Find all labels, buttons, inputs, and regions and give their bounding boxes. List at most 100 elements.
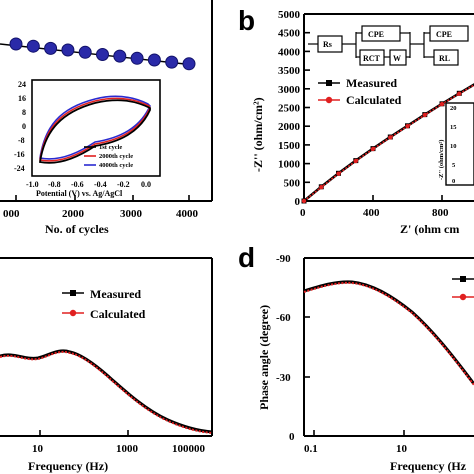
panel-b-xlabel: Z' (ohm cm	[400, 222, 459, 236]
b-inset-ytick-0: 20	[450, 105, 457, 112]
inset-xtick-5: 0.0	[141, 180, 151, 189]
panel-b-ytick-label: 3000	[278, 84, 301, 96]
panel-a-point	[61, 43, 75, 57]
legend-calculated-marker	[325, 96, 333, 104]
panel-b-point-calculated	[353, 158, 358, 164]
panel-b-ytick-label: 4000	[278, 46, 301, 58]
inset-ytick-0: 24	[18, 80, 26, 89]
inset-xtick-2: -0.6	[71, 180, 84, 189]
panel-d-ytick-0: -90	[276, 253, 291, 265]
panel-d: d -90 -60 -30 0 0.1 10 Frequency (Hz Pha…	[238, 242, 474, 473]
panel-a-point	[182, 57, 196, 71]
inset-legend-2: 2000th cycle	[99, 153, 133, 160]
panel-b-point-calculated	[336, 171, 341, 176]
panel-a-xtick-3: 4000	[176, 208, 199, 220]
inset-ytick-5: -16	[14, 150, 25, 159]
inset-xlabel: Potential (V) vs. Ag/AgCl	[36, 189, 123, 198]
panel-b-ytick-label: 1000	[278, 159, 301, 171]
panel-b-ytick-label: 1500	[278, 140, 301, 152]
panel-b-ytick-label: 0	[295, 196, 301, 208]
panel-b-point-calculated	[422, 112, 427, 118]
panel-c-legend-measured: Measured	[90, 287, 141, 301]
circuit-rct-label: RCT	[363, 54, 381, 63]
panel-a-point	[165, 55, 179, 69]
panel-a-xlabel: No. of cycles	[45, 222, 109, 236]
b-inset-ylabel: -Z'' (ohm/cm²)	[438, 140, 445, 180]
panel-d-ytick-1: -60	[276, 312, 291, 324]
panel-a-xtick-2: 3000	[120, 208, 143, 220]
b-inset-ytick-2: 10	[450, 143, 457, 150]
inset-ytick-4: -8	[18, 136, 25, 145]
panel-b-xtick-2: 800	[432, 207, 449, 219]
legend-measured-marker	[326, 80, 332, 86]
panel-d-ylabel: Phase angle (degree)	[257, 305, 271, 410]
inset-xtick-3: -0.4	[94, 180, 107, 189]
panel-d-label: d	[238, 242, 255, 273]
circuit-cpe1-label: CPE	[368, 30, 384, 39]
panel-a: 000 2000 3000 4000 No. of cycles 24 16 8…	[0, 0, 213, 236]
panel-d-ytick-3: 0	[289, 431, 295, 443]
panel-b-ytick-label: 4500	[278, 28, 301, 40]
panel-c-legend: Measured Calculated	[62, 287, 146, 321]
panel-a-inset: 24 16 8 0 -8 -16 -24 -1.0 -0.8 -0.6 -0.4…	[14, 79, 161, 198]
inset-ytick-1: 16	[18, 94, 26, 103]
panel-a-xtick-1: 2000	[62, 208, 85, 220]
panel-b-point-calculated	[405, 124, 410, 129]
panel-d-legend	[452, 276, 474, 301]
inset-cv-2000	[39, 97, 151, 162]
panel-a-point	[26, 39, 40, 53]
panel-b-xtick-0: 0	[300, 207, 306, 219]
panel-b-ytick-label: 2500	[278, 103, 301, 115]
inset-ytick-2: 8	[22, 108, 26, 117]
inset-xtick-1: -0.8	[48, 180, 61, 189]
panel-b: b 05001000150020002500300035004000450050…	[238, 5, 474, 236]
b-inset-ytick-1: 15	[450, 124, 457, 131]
inset-xtick-4: -0.2	[117, 180, 130, 189]
panel-b-ytick-label: 5000	[278, 9, 301, 21]
panel-d-calculated-curve	[303, 281, 474, 386]
panel-c-xtick-0: 10	[32, 443, 44, 455]
panel-a-points	[9, 37, 196, 71]
inset-cv-4000	[39, 95, 151, 160]
inset-legend-3: 4000th cycle	[99, 162, 133, 169]
panel-b-series	[301, 83, 474, 204]
panel-b-series-measured	[303, 83, 474, 203]
panel-b-ytick-label: 3500	[278, 65, 301, 77]
panel-a-point	[130, 51, 144, 65]
panel-b-point-calculated	[319, 185, 324, 190]
panel-b-label: b	[238, 5, 255, 36]
b-inset-ytick-3: 5	[452, 162, 456, 169]
inset-ytick-6: -24	[14, 164, 25, 173]
panel-b-point-calculated	[370, 146, 376, 152]
panel-d-xtick-0: 0.1	[304, 443, 318, 455]
panel-a-point	[9, 37, 23, 51]
panel-c-xlabel: Frequency (Hz)	[28, 459, 108, 473]
panel-b-ytick-label: 2000	[278, 121, 301, 133]
panel-b-point-calculated	[301, 198, 307, 204]
circuit-rs-label: Rs	[323, 40, 332, 49]
panel-b-series-calculated	[303, 84, 474, 202]
panel-d-ytick-2: -30	[276, 372, 291, 384]
circuit-cpe2-label: CPE	[436, 30, 452, 39]
panel-b-legend-calculated: Calculated	[346, 93, 402, 107]
panel-b-legend-measured: Measured	[346, 76, 397, 90]
inset-xtick-0: -1.0	[26, 180, 39, 189]
panel-b-y-ticks: 0 500 1000 1500 2000 2500 3000 3500 4000 4500 5000	[278, 9, 310, 208]
panel-d-x-ticks	[313, 430, 405, 436]
panel-a-point	[96, 48, 109, 61]
circuit-rl-label: RL	[439, 54, 450, 63]
circuit-diagram: Rs CPE RCT W CPE RL	[308, 25, 469, 66]
panel-a-point	[44, 41, 58, 55]
panel-a-point	[78, 45, 92, 59]
panel-c-xtick-1: 1000	[116, 443, 139, 455]
inset-legend-1: 1st cycle	[99, 144, 122, 151]
panel-c-xtick-2: 100000	[172, 443, 206, 455]
panel-b-legend: Measured Calculated	[318, 76, 402, 107]
panel-c-measured-curve	[0, 349, 213, 434]
panel-a-x-ticks	[15, 195, 190, 201]
panel-c: 10 1000 100000 Frequency (Hz) Measured C…	[0, 257, 213, 473]
panel-d-xlabel: Frequency (Hz	[390, 459, 467, 473]
panel-b-xtick-1: 400	[363, 207, 380, 219]
panel-b-inset-frame	[445, 102, 474, 186]
